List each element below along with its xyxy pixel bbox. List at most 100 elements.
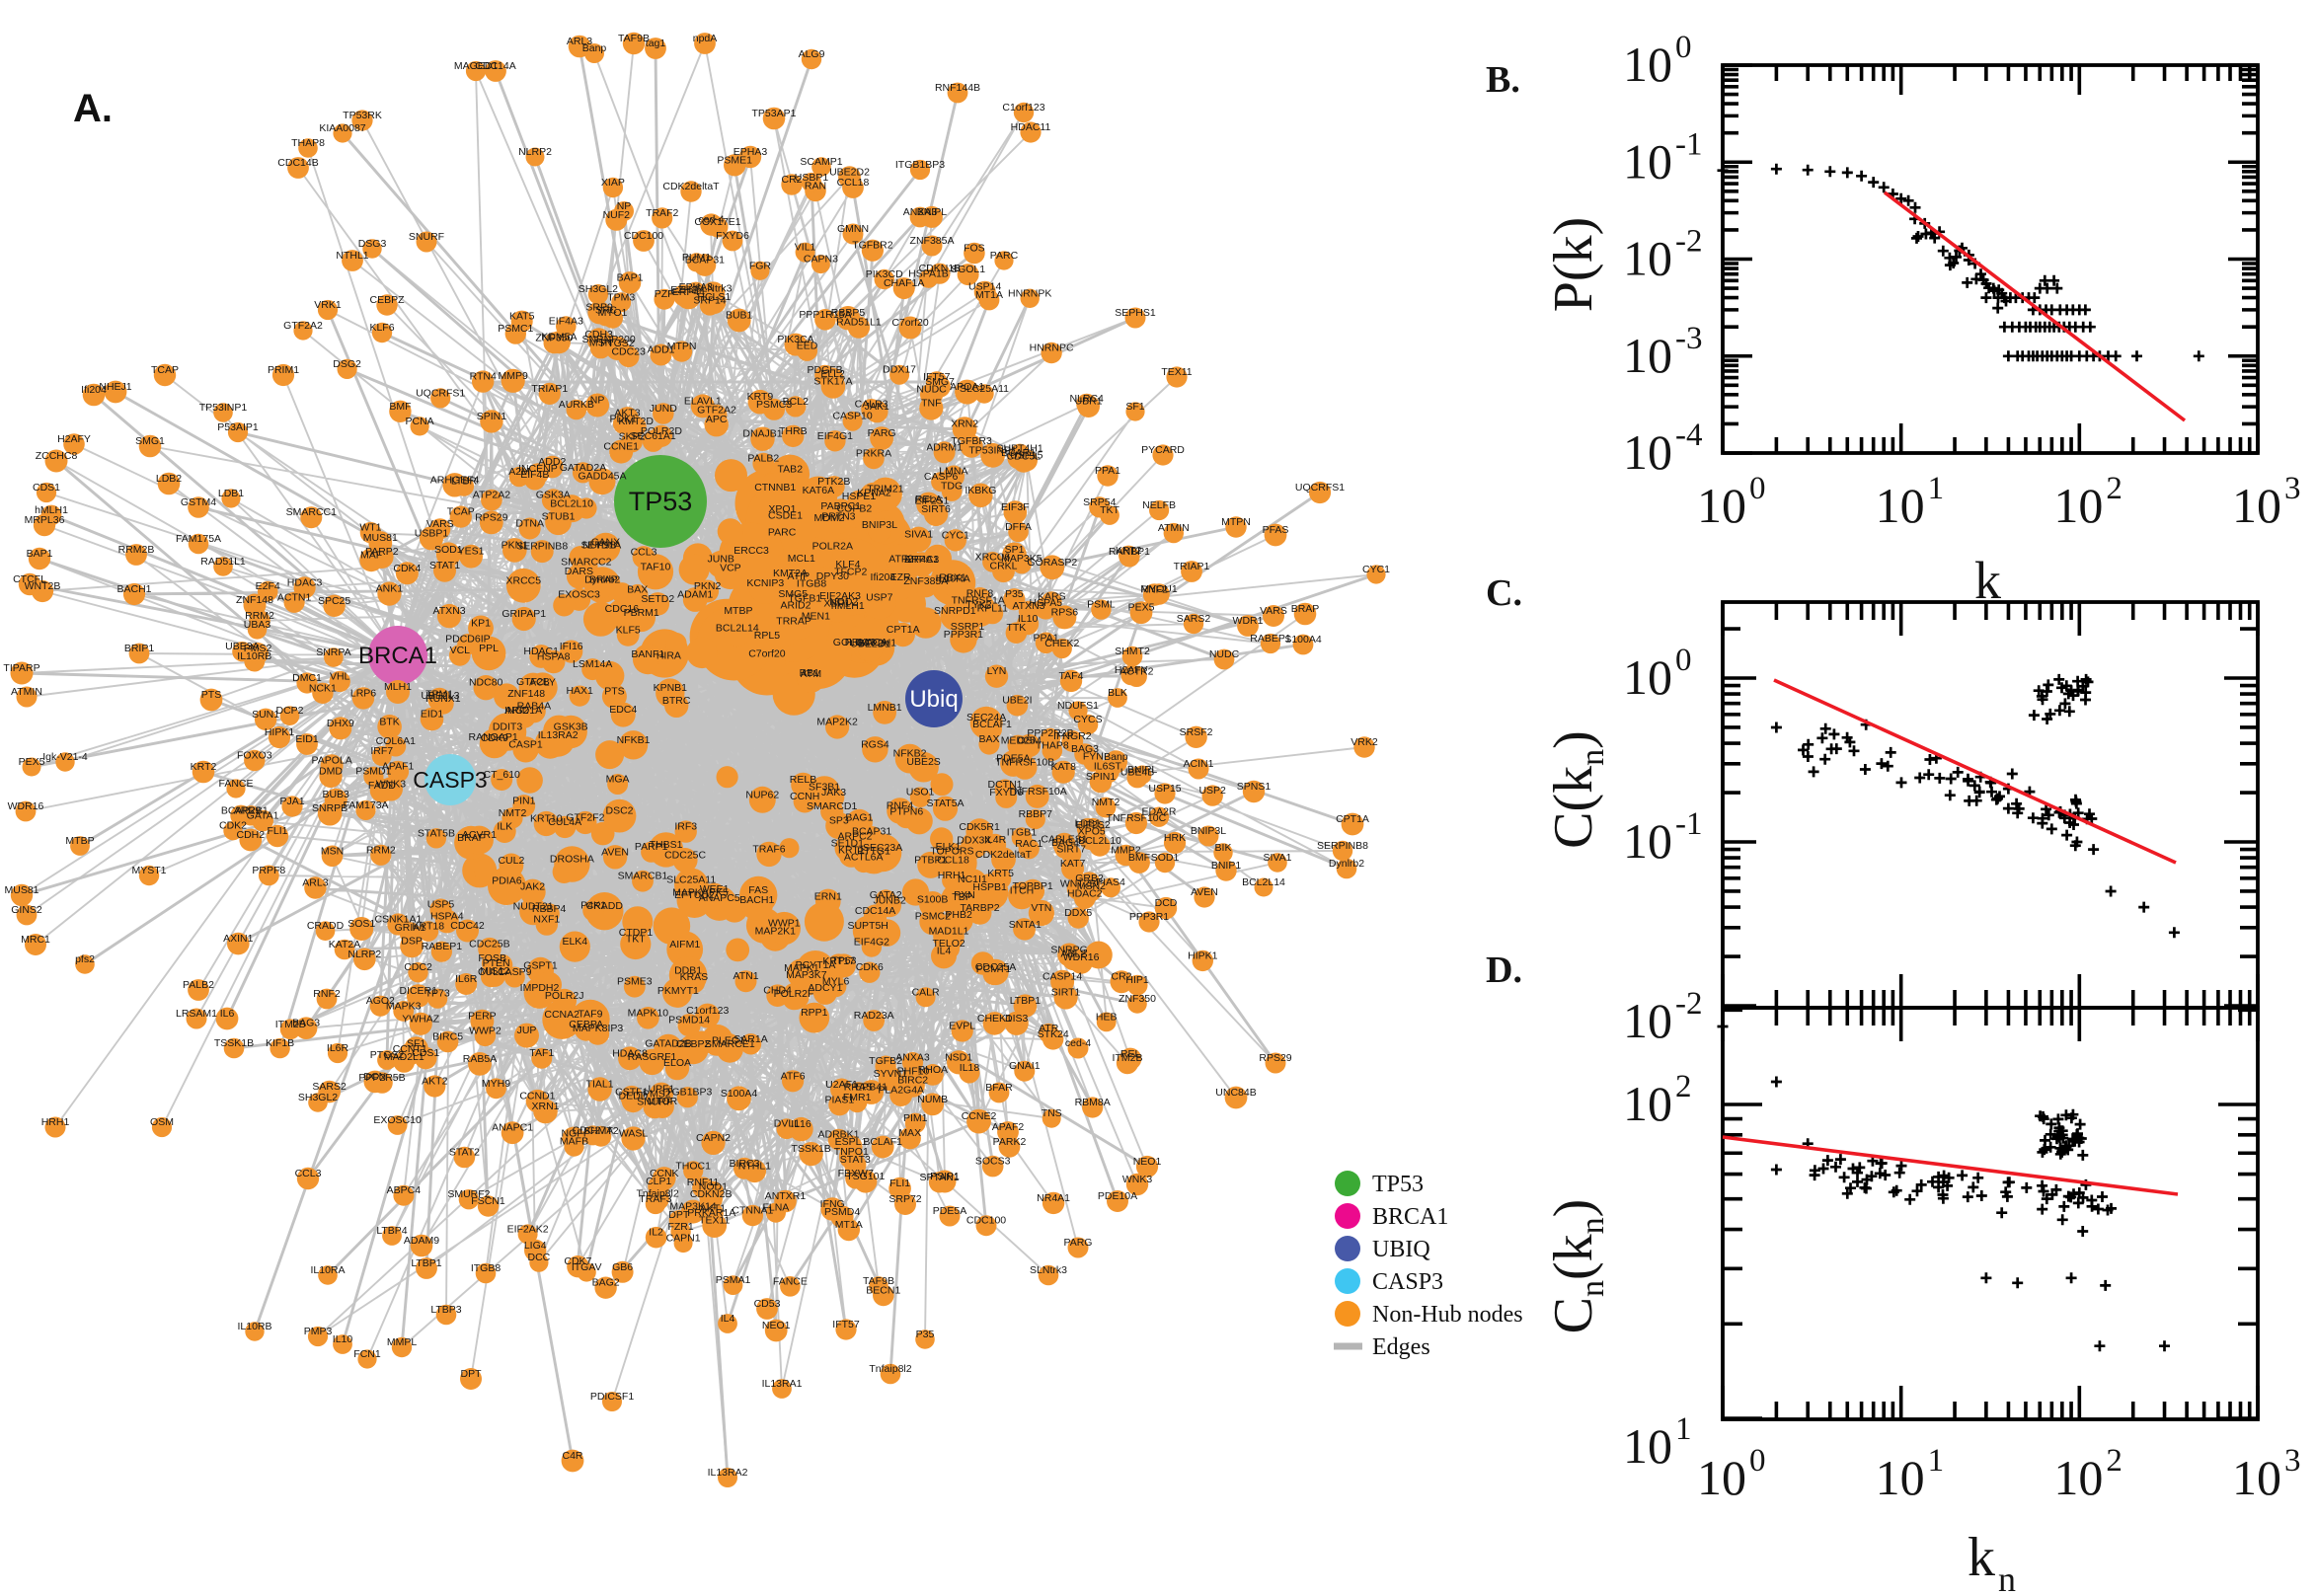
svg-text:ADD1: ADD1 [647, 344, 674, 356]
svg-text:CPT1A: CPT1A [887, 624, 920, 636]
svg-text:SIRT7: SIRT7 [1056, 844, 1086, 856]
svg-text:CDK2: CDK2 [219, 820, 247, 832]
svg-text:10: 10 [1697, 478, 1746, 533]
svg-text:DDX3X: DDX3X [957, 835, 991, 847]
svg-text:CDC16: CDC16 [605, 603, 640, 615]
svg-text:HIPK1: HIPK1 [265, 726, 295, 738]
svg-text:PZP: PZP [655, 288, 674, 300]
svg-text:LMNB1: LMNB1 [868, 702, 902, 714]
svg-text:WWP2: WWP2 [469, 1025, 502, 1036]
svg-text:RPL5: RPL5 [754, 630, 780, 642]
svg-text:10: 10 [1623, 424, 1672, 480]
svg-text:TPM1: TPM1 [425, 688, 453, 700]
svg-text:IL10RA: IL10RA [936, 573, 970, 585]
svg-text:ANK1: ANK1 [376, 583, 404, 595]
svg-text:GATAD2A: GATAD2A [560, 462, 606, 474]
svg-text:APC: APC [706, 414, 728, 425]
svg-text:HDAC8: HDAC8 [612, 1047, 648, 1059]
svg-text:GNAI1: GNAI1 [1009, 1060, 1041, 1072]
svg-text:PAPOLA: PAPOLA [311, 755, 351, 767]
svg-text:BAX: BAX [978, 733, 999, 745]
svg-text:hMLH1: hMLH1 [35, 504, 68, 516]
svg-text:NUMB: NUMB [917, 1094, 948, 1105]
svg-text:APAF1: APAF1 [382, 761, 415, 773]
svg-text:IL4: IL4 [937, 945, 952, 956]
svg-text:MYL6: MYL6 [822, 975, 850, 987]
svg-text:BCLAF1: BCLAF1 [863, 1136, 902, 1148]
svg-text:NTHL1: NTHL1 [336, 250, 368, 262]
svg-text:VHL: VHL [330, 670, 350, 682]
svg-text:UBA3: UBA3 [244, 619, 271, 631]
svg-text:TBP: TBP [952, 891, 971, 903]
svg-text:SERPINB8: SERPINB8 [1317, 840, 1368, 852]
svg-text:EXOSC3: EXOSC3 [558, 588, 600, 600]
svg-text:GTF2F2: GTF2F2 [566, 812, 604, 824]
svg-text:IL10RB: IL10RB [237, 650, 271, 662]
svg-text:IFT57: IFT57 [832, 1319, 860, 1330]
svg-text:CCNH: CCNH [790, 791, 819, 802]
svg-text:GINS2: GINS2 [11, 904, 42, 916]
svg-text:10: 10 [1623, 37, 1672, 92]
svg-text:LTBP1: LTBP1 [411, 1257, 441, 1269]
svg-text:STAT5A: STAT5A [926, 798, 964, 809]
svg-text:SIVA1: SIVA1 [904, 528, 933, 540]
svg-text:C7orf20: C7orf20 [748, 648, 786, 660]
svg-text:SERPINB8: SERPINB8 [516, 541, 568, 553]
svg-text:STK24: STK24 [1038, 1028, 1069, 1040]
svg-text:NDC80: NDC80 [469, 677, 503, 689]
svg-text:SE1D1: SE1D1 [831, 837, 864, 849]
svg-text:LTBP3: LTBP3 [430, 1304, 461, 1316]
svg-text:10: 10 [2232, 1450, 2281, 1505]
svg-text:GTF2A2: GTF2A2 [283, 320, 323, 332]
svg-text:SIVA1: SIVA1 [1264, 852, 1292, 864]
svg-text:VCP: VCP [720, 563, 741, 574]
svg-text:EIF4G2: EIF4G2 [854, 937, 889, 949]
svg-text:P53AIP1: P53AIP1 [217, 421, 259, 433]
svg-text:WNK3: WNK3 [376, 778, 406, 790]
svg-text:CDC25A: CDC25A [975, 961, 1016, 973]
svg-text:HRH1: HRH1 [938, 870, 966, 881]
svg-text:ABPC4: ABPC4 [387, 1184, 422, 1196]
svg-text:BTRC: BTRC [662, 695, 691, 707]
svg-text:DARS: DARS [565, 566, 593, 577]
svg-text:HSPA5: HSPA5 [1029, 597, 1062, 609]
svg-text:IFNG: IFNG [820, 1198, 845, 1210]
svg-text:AKT2: AKT2 [422, 1076, 447, 1088]
svg-text:PPP3R1: PPP3R1 [944, 629, 983, 641]
svg-text:CAPN2: CAPN2 [696, 1132, 731, 1144]
svg-text:TP53AP1: TP53AP1 [752, 108, 797, 119]
svg-text:Dynlrb2: Dynlrb2 [584, 574, 620, 586]
svg-text:NP: NP [590, 395, 605, 407]
svg-text:ABL2: ABL2 [1061, 949, 1087, 960]
svg-text:BRAF: BRAF [457, 832, 485, 844]
svg-text:CDC100: CDC100 [966, 1215, 1006, 1227]
svg-text:TP73: TP73 [425, 988, 450, 1000]
svg-text:-4: -4 [1675, 418, 1703, 453]
svg-text:MSN2: MSN2 [1077, 880, 1106, 892]
svg-text:KIF1B: KIF1B [266, 1037, 294, 1049]
svg-text:BANF1: BANF1 [631, 648, 664, 660]
svg-text:GTF2B: GTF2B [516, 676, 550, 688]
svg-text:ATMIN: ATMIN [1158, 522, 1190, 534]
svg-text:RB1: RB1 [800, 667, 820, 679]
svg-text:TAF9B: TAF9B [863, 1275, 894, 1287]
svg-text:PPP1R15A: PPP1R15A [799, 309, 851, 321]
svg-text:ACIN1: ACIN1 [1184, 758, 1214, 770]
svg-text:SRC: SRC [595, 305, 618, 317]
svg-text:1: 1 [1928, 1443, 1945, 1479]
svg-text:Dynlrb2: Dynlrb2 [1329, 858, 1364, 870]
svg-text:PDGFB: PDGFB [808, 364, 843, 376]
svg-text:WWP1: WWP1 [768, 918, 801, 930]
svg-text:ATF6: ATF6 [781, 1070, 806, 1082]
svg-text:TRAF2: TRAF2 [646, 207, 678, 219]
svg-text:USP7: USP7 [866, 591, 893, 603]
svg-text:PSMD1: PSMD1 [355, 766, 391, 778]
svg-text:EID1: EID1 [421, 709, 444, 721]
svg-text:KIAA0087: KIAA0087 [319, 122, 365, 134]
svg-text:HSPA1B: HSPA1B [908, 267, 949, 279]
svg-text:NSD1: NSD1 [945, 1051, 972, 1063]
svg-text:GADD45A: GADD45A [578, 471, 626, 483]
svg-text:WNT2B: WNT2B [25, 580, 61, 592]
svg-text:MYOU1: MYOU1 [1140, 583, 1178, 595]
svg-text:-2: -2 [1675, 224, 1703, 260]
